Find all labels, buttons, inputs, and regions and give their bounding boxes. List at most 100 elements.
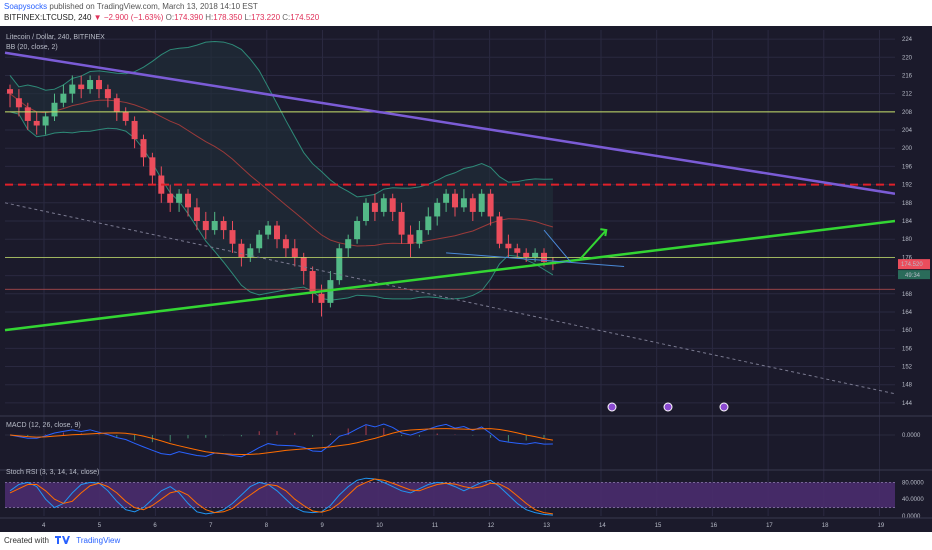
- candle-body: [469, 198, 476, 212]
- candle-body: [193, 207, 200, 221]
- candle-body: [505, 243, 512, 249]
- candle-body: [318, 293, 325, 303]
- chart-header: Soapysocks published on TradingView.com,…: [0, 0, 932, 26]
- event-icon: [663, 402, 673, 412]
- candle-body: [425, 216, 432, 231]
- price-tick-label: 160: [902, 328, 913, 334]
- signal-line: [9, 428, 553, 456]
- candle-body: [478, 193, 485, 212]
- candle-body: [460, 198, 467, 208]
- high-label: H:: [205, 13, 214, 22]
- candle-body: [42, 116, 49, 126]
- candle-body: [389, 198, 396, 212]
- candle-body: [140, 139, 147, 158]
- time-tick-label: 13: [543, 523, 550, 529]
- tradingview-link[interactable]: TradingView: [76, 536, 121, 545]
- low-value: 173.220: [251, 13, 281, 22]
- indicator-label: BB (20, close, 2): [6, 44, 58, 51]
- time-tick-label: 8: [265, 523, 269, 529]
- time-tick-label: 15: [655, 523, 662, 529]
- price-tick-label: 216: [902, 73, 913, 79]
- stoch-tick-label: 80.0000: [902, 480, 924, 486]
- stoch-k-line: [9, 477, 553, 516]
- symbol-info: BITFINEX:LTCUSD, 240: [4, 13, 92, 22]
- tradingview-logo-icon: [55, 536, 71, 544]
- countdown-label: 49:34: [905, 273, 921, 279]
- candle-body: [202, 221, 209, 231]
- candle-body: [452, 193, 458, 208]
- candle-body: [7, 89, 13, 94]
- publisher-name[interactable]: Soapysocks: [4, 2, 48, 11]
- candle-body: [185, 193, 191, 208]
- candle-body: [247, 248, 254, 258]
- price-chart[interactable]: 1441481521561601641681721761801841881921…: [0, 26, 932, 532]
- candle-body: [113, 98, 120, 112]
- price-tick-label: 208: [902, 110, 913, 116]
- candle-body: [176, 193, 183, 203]
- candle-body: [309, 271, 316, 294]
- price-tick-label: 148: [902, 383, 913, 389]
- price-tick-label: 188: [902, 201, 913, 207]
- bb-lower: [9, 111, 554, 301]
- wedge-line: [543, 229, 572, 263]
- time-tick-label: 6: [153, 523, 157, 529]
- candle-body: [336, 248, 343, 281]
- stoch-d-line: [9, 478, 553, 515]
- candle-body: [24, 107, 31, 121]
- price-tick-label: 192: [902, 183, 913, 189]
- candles: [7, 75, 556, 317]
- candle-body: [122, 111, 129, 121]
- ohlc-line: BITFINEX:LTCUSD, 240 ▼ −2.900 (−1.63%) O…: [4, 13, 319, 22]
- dotted-trendline: [4, 202, 896, 395]
- macd-tick-label: 0.0000: [902, 433, 921, 439]
- candle-body: [487, 193, 494, 217]
- candle-body: [78, 84, 85, 90]
- candle-body: [434, 202, 441, 217]
- drawings: [4, 51, 896, 412]
- candle-body: [274, 225, 280, 240]
- stoch-label: Stoch RSI (3, 3, 14, 14, close): [6, 469, 99, 476]
- event-icon: [719, 402, 729, 412]
- price-tick-label: 176: [902, 255, 913, 261]
- created-with-text: Created with: [4, 536, 49, 545]
- candle-body: [238, 243, 245, 258]
- candle-body: [416, 230, 423, 244]
- candle-body: [380, 198, 387, 212]
- candle-body: [104, 89, 111, 99]
- candle-body: [15, 98, 22, 108]
- candle-body: [211, 221, 218, 231]
- indicator-panes: 0.0000 80.0000 40.0000 0.0000: [0, 415, 932, 520]
- chart-title: Litecoin / Dollar, 240, BITFINEX: [6, 34, 105, 41]
- downtrend-line: [4, 51, 896, 195]
- candle-body: [300, 257, 307, 272]
- candle-body: [51, 102, 58, 117]
- time-axis: 4 5 6 7 8 9 10 11 12 13 14 15 16 17 18 19: [0, 517, 932, 529]
- publish-info: Soapysocks published on TradingView.com,…: [4, 2, 258, 11]
- candle-body: [256, 234, 263, 249]
- candle-body: [265, 225, 272, 235]
- time-tick-label: 16: [710, 523, 717, 529]
- open-value: 174.390: [174, 13, 204, 22]
- price-tick-label: 220: [902, 55, 913, 61]
- candle-body: [33, 120, 40, 126]
- stoch-band: [5, 482, 895, 508]
- forecast-arrowhead: [600, 228, 608, 237]
- macd-line: [9, 423, 553, 458]
- candle-body: [96, 80, 102, 90]
- close-label: C:: [282, 13, 291, 22]
- time-tick-label: 9: [321, 523, 325, 529]
- price-tick-label: 184: [902, 219, 913, 225]
- candle-body: [496, 216, 503, 244]
- price-tick-label: 164: [902, 310, 913, 316]
- candle-body: [131, 120, 138, 140]
- time-tick-label: 11: [432, 523, 439, 529]
- time-tick-label: 12: [488, 523, 495, 529]
- candle-body: [523, 252, 530, 258]
- price-tick-label: 144: [902, 401, 913, 407]
- price-tick-label: 152: [902, 365, 913, 371]
- candle-body: [220, 221, 227, 231]
- open-label: O:: [165, 13, 175, 22]
- uptrend-line: [4, 219, 896, 332]
- candle-body: [282, 239, 289, 249]
- stoch-tick-label: 40.0000: [902, 497, 924, 503]
